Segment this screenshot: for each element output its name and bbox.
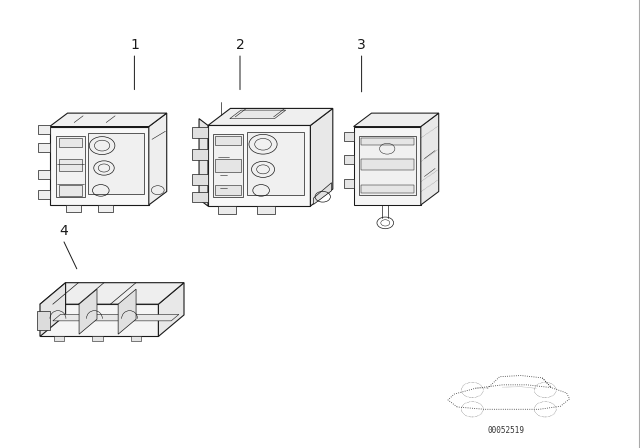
Polygon shape	[98, 205, 113, 212]
Polygon shape	[314, 183, 332, 204]
Text: 4: 4	[60, 224, 68, 238]
Polygon shape	[344, 132, 354, 141]
Polygon shape	[54, 336, 65, 341]
Polygon shape	[38, 190, 50, 199]
Polygon shape	[215, 159, 241, 172]
Polygon shape	[40, 304, 159, 336]
Polygon shape	[38, 143, 50, 152]
Polygon shape	[92, 336, 102, 341]
Text: 1: 1	[130, 39, 139, 52]
Polygon shape	[148, 113, 166, 205]
Text: 3: 3	[357, 39, 366, 52]
Polygon shape	[192, 127, 208, 138]
Polygon shape	[159, 283, 184, 336]
Text: 2: 2	[236, 39, 244, 52]
Polygon shape	[38, 125, 50, 134]
Polygon shape	[192, 149, 208, 160]
Polygon shape	[213, 134, 243, 197]
Polygon shape	[359, 135, 416, 195]
Polygon shape	[88, 134, 143, 194]
Polygon shape	[354, 113, 439, 127]
Text: 00052519: 00052519	[487, 426, 524, 435]
Polygon shape	[361, 185, 414, 193]
Polygon shape	[257, 206, 275, 214]
Polygon shape	[215, 185, 241, 195]
Polygon shape	[53, 314, 179, 321]
Polygon shape	[310, 108, 333, 206]
Polygon shape	[59, 138, 82, 147]
Polygon shape	[50, 127, 148, 205]
Polygon shape	[218, 206, 236, 214]
Polygon shape	[40, 283, 66, 336]
Polygon shape	[192, 192, 208, 202]
Polygon shape	[230, 110, 286, 119]
Polygon shape	[59, 159, 82, 171]
Polygon shape	[37, 310, 50, 330]
Polygon shape	[344, 179, 354, 188]
Polygon shape	[50, 113, 166, 127]
Polygon shape	[131, 336, 141, 341]
Polygon shape	[247, 132, 304, 195]
Polygon shape	[118, 289, 136, 334]
Polygon shape	[40, 283, 184, 304]
Polygon shape	[421, 113, 439, 205]
Polygon shape	[56, 135, 85, 197]
Polygon shape	[192, 174, 208, 185]
Polygon shape	[199, 119, 208, 206]
Polygon shape	[354, 127, 421, 205]
Polygon shape	[344, 155, 354, 164]
Polygon shape	[361, 159, 414, 170]
Polygon shape	[361, 138, 414, 145]
Polygon shape	[59, 185, 82, 196]
Polygon shape	[38, 170, 50, 179]
Polygon shape	[208, 108, 333, 125]
Polygon shape	[208, 125, 310, 206]
Polygon shape	[79, 289, 97, 334]
Polygon shape	[215, 136, 241, 145]
Polygon shape	[66, 205, 81, 212]
